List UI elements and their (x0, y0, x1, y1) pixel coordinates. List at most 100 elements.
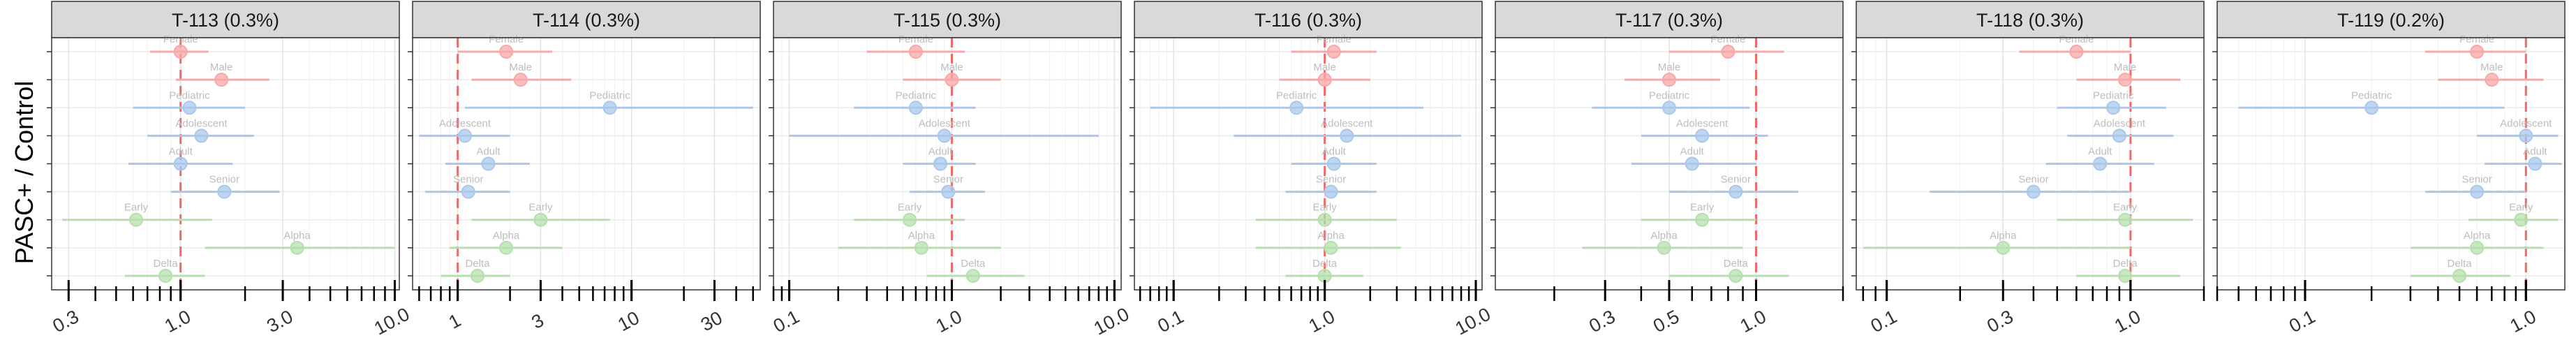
point (902, 212, 917, 227)
point-label: Adult (928, 146, 953, 158)
point-label: Delta (961, 258, 986, 270)
point-label: Senior (2462, 174, 2492, 186)
panel-border (51, 37, 400, 291)
point (908, 101, 923, 115)
point-label: Adult (1322, 146, 1347, 158)
point-label: Pediatric (896, 89, 937, 101)
point-label: Male (2480, 61, 2503, 73)
point-label: Delta (2113, 258, 2138, 270)
point-label: Senior (1316, 174, 1346, 186)
point (129, 212, 144, 227)
facet-panel: T-114 (0.3%) Female Male Pediatric Adolescen… (408, 1, 761, 336)
point-label: Adult (476, 146, 501, 158)
point (1729, 184, 1743, 199)
point-label: Female (489, 34, 524, 45)
facet-title: T-113 (0.3%) (172, 10, 279, 31)
point (2470, 184, 2485, 199)
point-label: Adolescent (1676, 117, 1729, 129)
point (1695, 212, 1710, 227)
point (1317, 73, 1332, 87)
facet-title: T-115 (0.3%) (894, 10, 1001, 31)
point (1662, 101, 1676, 115)
x-tick-label: 0.3 (1585, 306, 1618, 337)
point (2026, 184, 2041, 199)
point-label: Male (940, 61, 963, 73)
point (214, 73, 229, 87)
point (513, 73, 528, 87)
x-tick-label: 10.0 (1090, 303, 1132, 339)
x-tick-label: 1.0 (1305, 306, 1338, 337)
point-label: Male (2114, 61, 2137, 73)
point (2069, 45, 2084, 59)
point (1324, 240, 1338, 255)
facet-strip (1495, 1, 1844, 38)
point-label: Delta (154, 258, 179, 270)
point-label: Early (2509, 202, 2533, 214)
x-tick-label: 1.0 (933, 306, 965, 337)
point (937, 129, 952, 143)
point (1662, 73, 1676, 87)
point (533, 212, 548, 227)
point-label: Pediatric (2351, 89, 2392, 101)
x-tick-label: 1 (445, 309, 464, 333)
point-label: Senior (933, 174, 963, 186)
point (602, 101, 617, 115)
point (1324, 184, 1338, 199)
x-tick-label: 10 (614, 307, 643, 336)
x-tick-label: 0.3 (49, 306, 82, 337)
point (1289, 101, 1304, 115)
point (182, 101, 197, 115)
x-tick-label: 1.0 (2506, 306, 2539, 337)
facet-panel: T-117 (0.3%) Female Male Pediatric Adolescen… (1490, 1, 1844, 337)
facet-panel: T-116 (0.3%) Female Male Pediatric Adolescen… (1130, 1, 1494, 339)
point-label: Male (509, 61, 532, 73)
point (2364, 101, 2379, 115)
point (2118, 212, 2133, 227)
point (914, 240, 928, 255)
point-label: Delta (466, 258, 491, 270)
facet-strip (1134, 1, 1483, 38)
x-tick-label: 3.0 (263, 306, 296, 337)
point (2519, 129, 2533, 143)
point (933, 156, 948, 171)
point-label: Delta (1312, 258, 1338, 270)
x-tick-label: 1.0 (1737, 306, 1770, 337)
point-label: Adult (169, 146, 193, 158)
point-label: Early (898, 202, 922, 214)
point (194, 129, 209, 143)
point-label: Alpha (1317, 230, 1345, 242)
point-label: Senior (2018, 174, 2048, 186)
point-label: Alpha (283, 230, 311, 242)
x-tick-label: 1.0 (2111, 306, 2144, 337)
panel-border (1134, 37, 1483, 291)
point-label: Early (1313, 202, 1338, 214)
point-label: Adolescent (175, 117, 228, 129)
point (1326, 156, 1341, 171)
point-label: Adult (1680, 146, 1705, 158)
point (1340, 129, 1354, 143)
point-label: Early (528, 202, 553, 214)
point-label: Alpha (908, 230, 935, 242)
point-label: Pediatric (1649, 89, 1690, 101)
panel-border (412, 37, 761, 291)
point-label: Alpha (493, 230, 520, 242)
point (1721, 45, 1735, 59)
point (941, 184, 956, 199)
point (1685, 156, 1699, 171)
point-label: Female (163, 34, 198, 45)
panel-border (2216, 37, 2566, 291)
point-label: Adult (2523, 146, 2547, 158)
facet-title: T-117 (0.3%) (1615, 10, 1723, 31)
point (290, 240, 304, 255)
x-tick-label: 0.5 (1650, 306, 1682, 337)
x-tick-label: 0.1 (1154, 306, 1187, 337)
point-label: Senior (453, 174, 483, 186)
point (481, 156, 496, 171)
point (173, 45, 188, 59)
facet-strip (51, 1, 400, 38)
point (461, 184, 475, 199)
point-label: Alpha (1990, 230, 2017, 242)
point-label: Pediatric (589, 89, 630, 101)
point-label: Male (210, 61, 233, 73)
point-label: Adolescent (919, 117, 971, 129)
